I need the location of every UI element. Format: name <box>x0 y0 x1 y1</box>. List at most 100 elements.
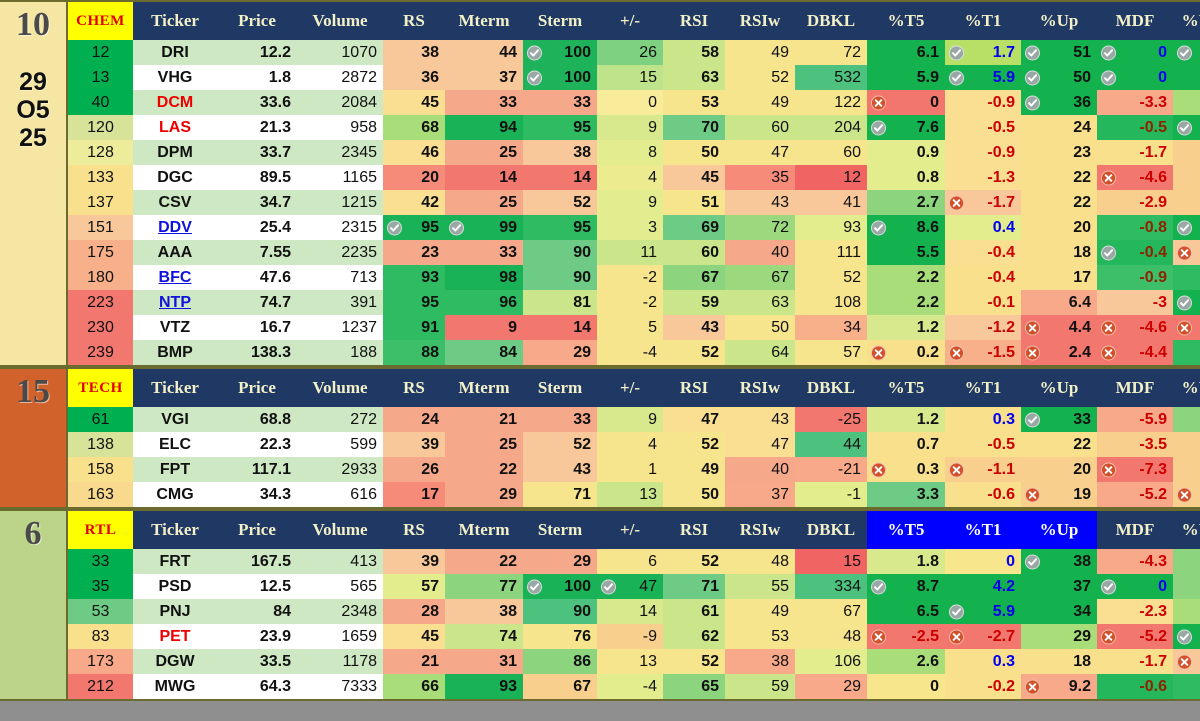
table-row[interactable]: 133 DGC 89.5 1165 20 14 14 4 45 35 12 0.8 -1.3 22 -4.6… <box>68 165 1200 190</box>
ticker-cell[interactable]: DRI <box>133 40 217 65</box>
ticker-cell[interactable]: DGW <box>133 649 217 674</box>
column-header-dbkl[interactable]: DBKL <box>795 511 867 549</box>
column-header-up[interactable]: %Up <box>1021 369 1097 407</box>
column-header-mterm[interactable]: Mterm <box>445 511 523 549</box>
ticker-symbol[interactable]: PET <box>159 628 191 645</box>
column-header-rsiw[interactable]: RSIw <box>725 511 795 549</box>
column-header-sterm[interactable]: Sterm <box>523 369 597 407</box>
table-row[interactable]: 158 FPT 117.1 2933 26 22 43 1 49 40 -21 0.3 -1.1 20 -7… <box>68 457 1200 482</box>
ticker-cell[interactable]: LAS <box>133 115 217 140</box>
column-header-price[interactable]: Price <box>217 369 297 407</box>
sector-label[interactable]: RTL <box>68 511 133 549</box>
ticker-cell[interactable]: FRT <box>133 549 217 574</box>
ticker-symbol[interactable]: ELC <box>159 436 191 453</box>
ticker-symbol[interactable]: AAA <box>157 244 193 261</box>
ticker-symbol[interactable]: DCM <box>156 94 194 111</box>
column-header-dbkl[interactable]: DBKL <box>795 369 867 407</box>
ticker-symbol[interactable]: PNJ <box>159 603 191 620</box>
sector-label[interactable]: CHEM <box>68 2 133 40</box>
table-row[interactable]: 239 BMP 138.3 188 88 84 29 -4 52 64 57 0.2 -1.5 2.4 -4… <box>68 340 1200 365</box>
ticker-symbol[interactable]: LAS <box>159 119 191 136</box>
table-row[interactable]: 151DDV25.4231595999536972938.60.420-0.81… <box>68 215 1200 240</box>
ticker-symbol[interactable]: DGW <box>155 653 195 670</box>
table-row[interactable]: 173 DGW 33.5 1178 21 31 86 13 52 38 106 2.6 0.3 18 -1.… <box>68 649 1200 674</box>
column-header-[interactable]: +/- <box>597 511 663 549</box>
ticker-cell[interactable]: DPM <box>133 140 217 165</box>
column-header-mterm[interactable]: Mterm <box>445 369 523 407</box>
column-header-volume[interactable]: Volume <box>297 369 383 407</box>
column-header-mterm[interactable]: Mterm <box>445 2 523 40</box>
ticker-symbol[interactable]: VHG <box>157 69 193 86</box>
ticker-symbol[interactable]: DDV <box>158 219 192 236</box>
ticker-symbol[interactable]: DGC <box>157 169 193 186</box>
ticker-symbol[interactable]: MWG <box>154 678 196 695</box>
ticker-cell[interactable]: CMG <box>133 482 217 507</box>
ticker-cell[interactable]: VHG <box>133 65 217 90</box>
table-row[interactable]: 212 MWG 64.3 7333 66 93 67 -4 65 59 29 0 -0.2 9.2 -0.6… <box>68 674 1200 699</box>
ticker-cell[interactable]: CSV <box>133 190 217 215</box>
ticker-symbol[interactable]: BMP <box>157 344 193 361</box>
column-header-ticker[interactable]: Ticker <box>133 2 217 40</box>
ticker-symbol[interactable]: FPT <box>159 461 191 478</box>
ticker-cell[interactable]: PNJ <box>133 599 217 624</box>
column-header-mdf[interactable]: MDF <box>1097 511 1173 549</box>
table-row[interactable]: 128 DPM 33.7 2345 46 25 38 8 50 47 60 0.9 -0.9 23 -1.7… <box>68 140 1200 165</box>
column-header-ticker[interactable]: Ticker <box>133 369 217 407</box>
column-header-rs[interactable]: RS <box>383 369 445 407</box>
ticker-symbol[interactable]: BFC <box>158 269 192 286</box>
ticker-cell[interactable]: VTZ <box>133 315 217 340</box>
ticker-symbol[interactable]: CSV <box>158 194 192 211</box>
column-header-price[interactable]: Price <box>217 511 297 549</box>
ticker-cell[interactable]: MWG <box>133 674 217 699</box>
ticker-symbol[interactable]: DPM <box>157 144 193 161</box>
column-header-rs[interactable]: RS <box>383 2 445 40</box>
column-header-rsiw[interactable]: RSIw <box>725 369 795 407</box>
ticker-cell[interactable]: VGI <box>133 407 217 432</box>
ticker-cell[interactable]: AAA <box>133 240 217 265</box>
table-row[interactable]: 138ELC22.359939255245247440.7-0.522-3.52… <box>68 432 1200 457</box>
ticker-symbol[interactable]: FRT <box>159 553 191 570</box>
column-header-volume[interactable]: Volume <box>297 511 383 549</box>
ticker-cell[interactable]: NTP <box>133 290 217 315</box>
column-header-mdf[interactable]: MDF <box>1097 2 1173 40</box>
ticker-cell[interactable]: ELC <box>133 432 217 457</box>
column-header-t5[interactable]: %T5 <box>867 2 945 40</box>
ticker-symbol[interactable]: CMG <box>156 486 194 503</box>
ticker-cell[interactable]: FPT <box>133 457 217 482</box>
column-header-rsi[interactable]: RSI <box>663 2 725 40</box>
column-header-up65[interactable]: %Up65 <box>1173 511 1200 549</box>
column-header-t1[interactable]: %T1 <box>945 511 1021 549</box>
column-header-ticker[interactable]: Ticker <box>133 511 217 549</box>
ticker-cell[interactable]: BMP <box>133 340 217 365</box>
column-header-sterm[interactable]: Sterm <box>523 2 597 40</box>
column-header-rsi[interactable]: RSI <box>663 369 725 407</box>
column-header-t1[interactable]: %T1 <box>945 2 1021 40</box>
column-header-[interactable]: +/- <box>597 369 663 407</box>
ticker-symbol[interactable]: VTZ <box>159 319 191 336</box>
ticker-symbol[interactable]: PSD <box>158 578 192 595</box>
column-header-up65[interactable]: %Up65 <box>1173 2 1200 40</box>
column-header-[interactable]: +/- <box>597 2 663 40</box>
column-header-volume[interactable]: Volume <box>297 2 383 40</box>
column-header-up[interactable]: %Up <box>1021 511 1097 549</box>
ticker-symbol[interactable]: DRI <box>161 44 189 61</box>
ticker-cell[interactable]: PET <box>133 624 217 649</box>
table-row[interactable]: 230 VTZ 16.7 1237 91 9 14 5 43 50 34 1.2 -1.2 4.4 -4.6… <box>68 315 1200 340</box>
table-row[interactable]: 83 PET 23.9 1659 45 74 76 -9 62 53 48 -2.5 -2.7 29 -5.… <box>68 624 1200 649</box>
column-header-rsiw[interactable]: RSIw <box>725 2 795 40</box>
ticker-symbol[interactable]: NTP <box>159 294 191 311</box>
table-row[interactable]: 120 LAS 21.3 958 68 94 95 9 70 60 204 7.6 -0.5 24 -0.5… <box>68 115 1200 140</box>
sector-label[interactable]: TECH <box>68 369 133 407</box>
table-row[interactable]: 223 NTP 74.7 391 95 96 81 -2 59 63 108 2.2 -0.1 6.4 -3… <box>68 290 1200 315</box>
ticker-cell[interactable]: DCM <box>133 90 217 115</box>
ticker-cell[interactable]: DGC <box>133 165 217 190</box>
column-header-rs[interactable]: RS <box>383 511 445 549</box>
column-header-t5[interactable]: %T5 <box>867 369 945 407</box>
ticker-cell[interactable]: DDV <box>133 215 217 240</box>
